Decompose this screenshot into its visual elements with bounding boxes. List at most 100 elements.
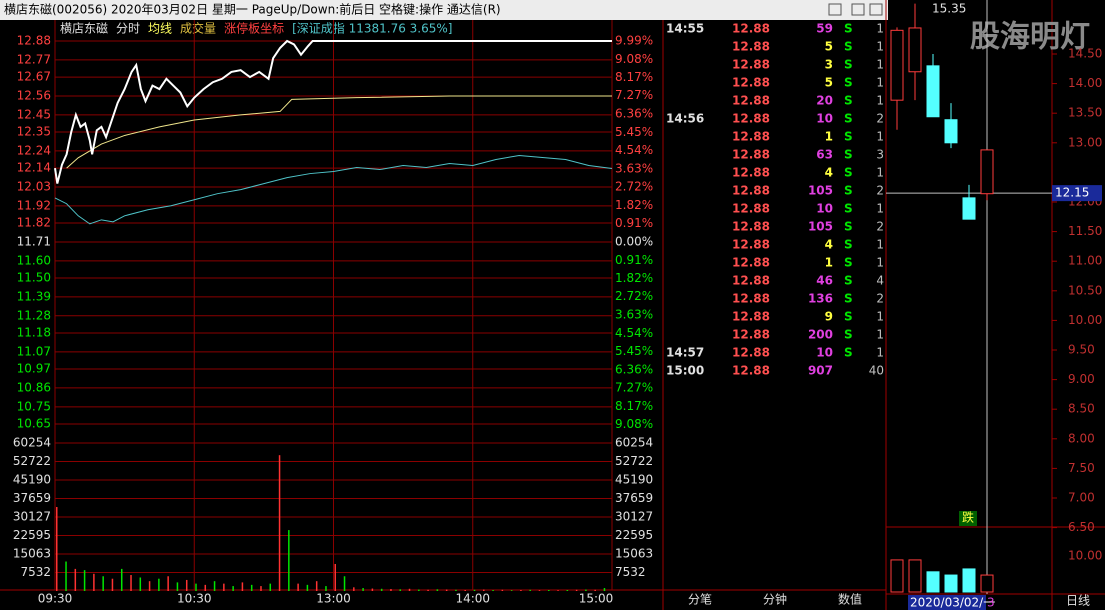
daily-tick-label: 11.00 xyxy=(1068,254,1102,268)
tick-volume: 105 xyxy=(808,184,833,198)
volume-bar xyxy=(445,589,448,591)
tick-side: S xyxy=(844,40,853,54)
period-label[interactable]: 日线 xyxy=(1066,594,1090,608)
tick-price: 12.88 xyxy=(732,130,770,144)
price-tick-label: 12.03 xyxy=(17,179,51,193)
tick-volume: 20 xyxy=(816,94,833,108)
volume-tick-label: 22595 xyxy=(615,528,653,542)
tab[interactable]: 数值 xyxy=(838,592,862,607)
volume-bar xyxy=(585,589,587,591)
daily-tick-label: 13.50 xyxy=(1068,106,1102,120)
tick-count: 3 xyxy=(876,148,884,162)
price-tick-label: 12.56 xyxy=(17,88,51,102)
title-text: 横店东磁(002056) 2020年03月02日 星期一 PageUp/Down… xyxy=(4,2,501,17)
pct-tick-label: 3.63% xyxy=(615,307,653,321)
pct-tick-label: 9.08% xyxy=(615,52,653,66)
tick-volume: 4 xyxy=(825,238,833,252)
price-tick-label: 11.28 xyxy=(17,308,51,322)
tick-price: 12.88 xyxy=(732,310,770,324)
tick-price: 12.88 xyxy=(732,166,770,180)
pct-tick-label: 2.72% xyxy=(615,289,653,303)
window-button[interactable] xyxy=(828,3,842,16)
tick-price: 12.88 xyxy=(732,292,770,306)
price-tick-label: 12.77 xyxy=(17,52,51,66)
volume-bar xyxy=(436,589,439,591)
volume-tick-label: 45190 xyxy=(13,473,51,487)
tick-volume: 200 xyxy=(808,328,833,342)
volume-tick-label: 45190 xyxy=(615,473,653,487)
tick-side: S xyxy=(844,112,853,126)
tick-count: 1 xyxy=(876,202,884,216)
volume-bar xyxy=(102,576,104,591)
volume-bar xyxy=(195,583,197,591)
volume-bar xyxy=(74,568,77,591)
tick-time: 14:55 xyxy=(666,22,704,36)
price-tick-label: 11.50 xyxy=(17,271,51,285)
price-tick-label: 12.88 xyxy=(17,34,51,48)
volume-bar xyxy=(223,583,225,591)
time-label: 10:30 xyxy=(177,592,212,606)
tick-side: S xyxy=(844,346,853,360)
tab[interactable]: 分笔 xyxy=(688,592,712,607)
tick-side: S xyxy=(844,274,853,288)
tick-volume: 1 xyxy=(825,130,833,144)
tick-count: 2 xyxy=(876,184,884,198)
tick-price: 12.88 xyxy=(732,274,770,288)
tick-time: 14:57 xyxy=(666,346,704,360)
volume-bar xyxy=(148,581,151,591)
pct-tick-label: 0.00% xyxy=(615,234,653,248)
tick-volume: 10 xyxy=(816,202,833,216)
tick-volume: 136 xyxy=(808,292,833,306)
volume-bar xyxy=(529,589,531,591)
average-line xyxy=(66,95,612,169)
volume-bar xyxy=(548,590,550,591)
pct-tick-label: 4.54% xyxy=(615,326,653,340)
tick-count: 1 xyxy=(876,328,884,342)
candle-body xyxy=(908,27,922,73)
price-tick-label: 12.45 xyxy=(17,107,51,121)
tick-volume: 5 xyxy=(825,76,833,90)
volume-bar xyxy=(566,590,569,591)
time-label: 14:00 xyxy=(455,592,490,606)
volume-bar xyxy=(538,590,541,591)
volume-bar xyxy=(390,589,392,591)
daily-tick-label: 13.00 xyxy=(1068,135,1102,149)
tick-count: 1 xyxy=(876,94,884,108)
window-button[interactable] xyxy=(869,3,883,16)
volume-bar xyxy=(980,574,994,593)
price-tick-label: 11.82 xyxy=(17,216,51,230)
volume-tick-label: 15063 xyxy=(13,547,51,561)
pct-tick-label: 5.45% xyxy=(615,125,653,139)
volume-bar xyxy=(520,590,522,591)
pct-tick-label: 3.63% xyxy=(615,161,653,175)
pct-tick-label: 8.17% xyxy=(615,399,653,413)
volume-bar xyxy=(65,561,67,591)
volume-tick-label: 37659 xyxy=(13,491,51,505)
tick-count: 1 xyxy=(876,166,884,180)
volume-bar xyxy=(185,579,188,591)
tick-volume: 3 xyxy=(825,58,833,72)
tick-side: S xyxy=(844,130,853,144)
date-box xyxy=(908,595,986,610)
daily-tick-label: 6.50 xyxy=(1068,520,1095,534)
volume-bar xyxy=(288,530,290,591)
tick-count: 1 xyxy=(876,256,884,270)
volume-tick-label: 60254 xyxy=(13,436,51,450)
tab[interactable]: 分钟 xyxy=(763,592,787,607)
pct-tick-label: 2.72% xyxy=(615,180,653,194)
chart-header-item: 分时 xyxy=(116,22,140,36)
cursor-box xyxy=(1052,185,1102,202)
volume-bar xyxy=(908,559,922,593)
volume-tick-label: 15063 xyxy=(615,547,653,561)
volume-bar xyxy=(501,589,504,591)
daily-tick-label: 8.00 xyxy=(1068,431,1095,445)
window-button[interactable] xyxy=(851,3,865,16)
candle-body xyxy=(926,65,940,118)
tick-price: 12.88 xyxy=(732,148,770,162)
date-label: 2020/03/02/一 xyxy=(910,596,995,610)
tick-side: S xyxy=(844,220,853,234)
price-tick-label: 10.65 xyxy=(17,417,51,431)
pct-tick-label: 4.54% xyxy=(615,143,653,157)
